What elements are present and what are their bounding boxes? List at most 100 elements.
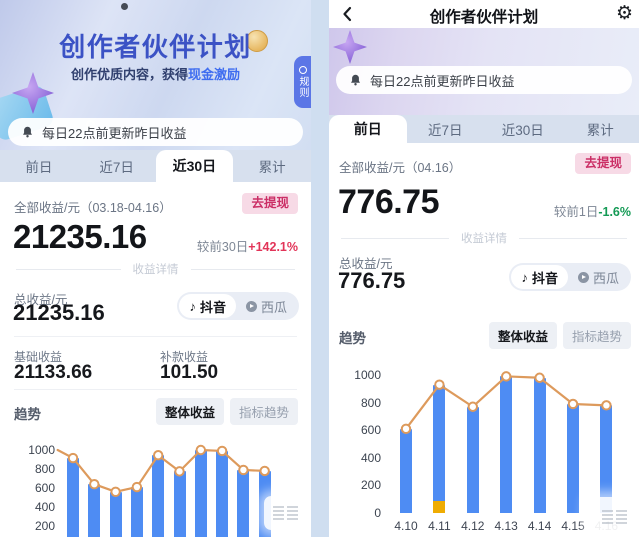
chart-bar bbox=[173, 471, 186, 537]
tab-prev-day[interactable]: 前日 bbox=[329, 115, 407, 143]
metric-trend-button[interactable]: 指标趋势 bbox=[229, 398, 298, 425]
hero-banner: 每日22点前更新昨日收益 bbox=[329, 28, 639, 115]
y-axis-tick: 200 bbox=[34, 519, 55, 533]
chart-bar bbox=[500, 376, 513, 513]
chart-bar bbox=[88, 484, 101, 537]
trend-buttons: 整体收益 指标趋势 bbox=[155, 398, 298, 425]
total-income-label: 总收益/元 bbox=[14, 293, 68, 307]
total-earnings-amount: 776.75 bbox=[338, 183, 440, 221]
watermark-glyph bbox=[286, 505, 298, 521]
earnings-detail-divider: 收益详情 bbox=[341, 230, 627, 246]
chart-bar bbox=[567, 403, 579, 513]
earnings-detail-divider: 收益详情 bbox=[16, 261, 295, 277]
comparison: 较前30日+142.1% bbox=[197, 236, 298, 256]
platform-xigua[interactable]: 西瓜 bbox=[568, 265, 629, 289]
tab-7-days[interactable]: 近7日 bbox=[427, 123, 463, 138]
tab-30-days[interactable]: 近30日 bbox=[501, 123, 544, 138]
chart-bar bbox=[67, 458, 79, 537]
update-notice-text: 每日22点前更新昨日收益 bbox=[42, 125, 187, 141]
comparison-value: +142.1% bbox=[248, 240, 298, 254]
total-income-label: 总收益/元 bbox=[339, 257, 393, 271]
trend-label: 趋势 bbox=[14, 407, 41, 422]
rules-badge-label: 规则 bbox=[297, 76, 308, 98]
chart-bar bbox=[237, 469, 250, 537]
period-earnings-label: 全部收益/元（03.18-04.16） bbox=[14, 201, 172, 215]
y-axis-tick: 200 bbox=[360, 478, 381, 493]
hero-banner: 创作者伙伴计划 创作优质内容，获得现金激励 规则 每日22点前更新昨日收益 bbox=[0, 0, 311, 150]
earnings-detail-label: 收益详情 bbox=[132, 264, 179, 276]
coin-icon bbox=[246, 30, 268, 52]
program-title: 创作者伙伴计划 bbox=[59, 32, 252, 62]
total-income-amount: 21235.16 bbox=[13, 300, 105, 325]
platform-toggle: ♪ 抖音 西瓜 bbox=[509, 263, 631, 291]
y-axis-tick: 1000 bbox=[354, 368, 381, 382]
total-earnings-amount: 21235.16 bbox=[13, 218, 147, 255]
comparison-value: -1.6% bbox=[598, 205, 631, 219]
y-axis-tick: 800 bbox=[34, 462, 55, 476]
platform-douyin[interactable]: ♪ 抖音 bbox=[511, 265, 568, 289]
trend-buttons: 整体收益 指标趋势 bbox=[488, 322, 631, 349]
watermark-glyph bbox=[272, 505, 284, 521]
x-axis-label: 4.14 bbox=[527, 519, 552, 533]
update-notice: 每日22点前更新昨日收益 bbox=[8, 118, 303, 146]
watermark-glyph bbox=[615, 509, 627, 525]
watermark-glyph bbox=[601, 509, 613, 525]
music-note-icon: ♪ bbox=[189, 298, 196, 314]
supplement-income-label: 补款收益 bbox=[160, 350, 209, 364]
withdraw-button[interactable]: 去提现 bbox=[242, 193, 298, 214]
overall-earnings-button[interactable]: 整体收益 bbox=[488, 322, 557, 349]
chart-bar-secondary-segment bbox=[433, 500, 446, 513]
y-axis-tick: 400 bbox=[34, 500, 55, 514]
play-circle-icon bbox=[245, 300, 257, 312]
tab-7-days[interactable]: 近7日 bbox=[99, 160, 134, 175]
y-axis-tick: 800 bbox=[360, 395, 381, 410]
sparkle-icon bbox=[333, 30, 367, 64]
platform-xigua-label: 西瓜 bbox=[260, 299, 287, 315]
chart-bar bbox=[152, 455, 165, 537]
chart-bar bbox=[533, 377, 546, 513]
period-earnings-label: 全部收益/元（04.16） bbox=[339, 161, 462, 175]
y-axis-tick: 0 bbox=[374, 506, 381, 520]
chart-bar bbox=[400, 428, 412, 513]
back-icon[interactable] bbox=[339, 5, 357, 23]
chart-bar bbox=[433, 384, 446, 513]
trend-label: 趋势 bbox=[339, 331, 366, 346]
gear-icon[interactable]: ⚙ bbox=[615, 3, 633, 24]
tab-30-days[interactable]: 近30日 bbox=[155, 150, 234, 182]
metric-trend-button[interactable]: 指标趋势 bbox=[562, 322, 631, 349]
tab-total[interactable]: 累计 bbox=[258, 160, 286, 175]
earnings-trend-chart: 1000 800 600 400 200 bbox=[0, 441, 311, 537]
section-divider bbox=[14, 336, 297, 337]
nav-title: 创作者伙伴计划 bbox=[429, 9, 539, 26]
base-income-value: 21133.66 bbox=[14, 362, 93, 383]
divider-line bbox=[519, 237, 627, 239]
overall-earnings-button[interactable]: 整体收益 bbox=[155, 398, 224, 425]
trend-line bbox=[400, 371, 612, 435]
y-axis-tick: 400 bbox=[360, 450, 381, 465]
total-income-amount: 776.75 bbox=[338, 268, 406, 293]
rules-badge[interactable]: 规则 bbox=[294, 56, 311, 108]
chart-bar bbox=[466, 406, 479, 513]
x-axis-label: 4.15 bbox=[561, 519, 585, 533]
platform-douyin[interactable]: ♪ 抖音 bbox=[179, 294, 236, 318]
platform-douyin-label: 抖音 bbox=[531, 270, 558, 286]
comparison-label: 较前1日 bbox=[553, 205, 599, 219]
section-divider bbox=[14, 389, 297, 390]
tab-prev-day[interactable]: 前日 bbox=[25, 160, 53, 175]
supplement-income-value: 101.50 bbox=[160, 362, 219, 383]
platform-toggle: ♪ 抖音 西瓜 bbox=[177, 292, 299, 320]
chart-bar bbox=[600, 405, 613, 513]
withdraw-button[interactable]: 去提现 bbox=[575, 153, 631, 174]
tab-total[interactable]: 累计 bbox=[586, 123, 614, 138]
subtitle-highlight: 现金激励 bbox=[188, 67, 241, 82]
platform-xigua-label: 西瓜 bbox=[592, 270, 619, 286]
y-axis-tick: 1000 bbox=[28, 443, 55, 457]
base-income-label: 基础收益 bbox=[14, 350, 63, 364]
program-subtitle: 创作优质内容，获得现金激励 bbox=[0, 64, 311, 83]
chart-bar bbox=[216, 450, 229, 537]
watermark bbox=[589, 497, 639, 537]
y-axis-tick: 600 bbox=[360, 423, 381, 438]
x-axis-label: 4.10 bbox=[394, 519, 418, 533]
comparison-label: 较前30日 bbox=[196, 240, 249, 254]
platform-xigua[interactable]: 西瓜 bbox=[236, 294, 297, 318]
